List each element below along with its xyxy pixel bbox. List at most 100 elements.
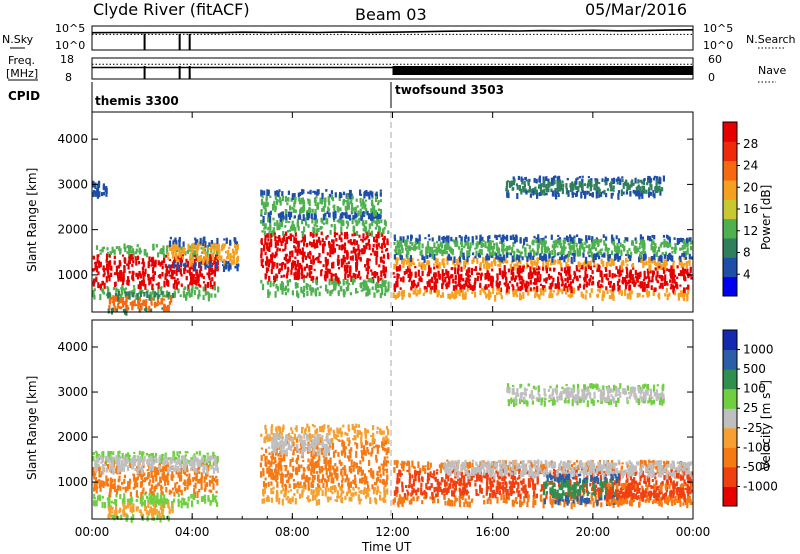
power-cell — [541, 246, 544, 250]
power-cell — [197, 242, 200, 246]
power-cell — [552, 290, 555, 293]
power-cell — [182, 290, 185, 298]
power-cell — [184, 262, 187, 268]
power-cell — [365, 283, 368, 291]
power-cell — [105, 253, 109, 261]
cpid-label: CPID — [8, 89, 40, 103]
power-cell — [633, 245, 636, 251]
velocity-cell — [149, 500, 153, 505]
power-cell — [666, 234, 669, 239]
power-cell — [321, 207, 324, 212]
velocity-cell — [187, 460, 190, 464]
power-cell — [120, 270, 123, 274]
power-cell — [312, 190, 315, 193]
velocity-cell — [136, 482, 139, 488]
power-cell — [476, 272, 479, 276]
power-cell — [424, 286, 427, 290]
power-cell — [173, 249, 176, 253]
power-cell — [286, 230, 290, 233]
power-cell — [650, 279, 653, 283]
power-cell — [511, 247, 514, 253]
velocity-cell — [185, 474, 188, 477]
velocity-cell — [315, 471, 319, 474]
power-cell — [108, 292, 111, 298]
power-cell — [337, 267, 341, 270]
velocity-cell — [109, 514, 112, 518]
velocity-cell — [159, 455, 162, 459]
power-cell — [377, 219, 380, 224]
power-cell — [117, 294, 120, 302]
power-cell — [136, 293, 139, 301]
power-cell — [402, 236, 405, 243]
power-cell — [586, 190, 589, 195]
velocity-cell — [113, 456, 116, 460]
power-cell — [137, 304, 140, 309]
power-cell — [270, 268, 273, 275]
power-cell — [287, 258, 290, 263]
power-cell — [368, 224, 371, 230]
power-cell — [670, 271, 673, 275]
power-cell — [344, 273, 347, 280]
power-cell — [209, 254, 212, 261]
power-cell — [357, 244, 360, 251]
power-cell — [302, 234, 305, 242]
power-cell — [464, 260, 467, 265]
power-cell — [301, 197, 304, 204]
power-cell — [585, 289, 588, 294]
power-cell — [565, 270, 568, 274]
power-cell — [494, 261, 497, 267]
power-colorbar-label: Power [dB] — [759, 185, 773, 250]
velocity-cell — [212, 467, 216, 474]
power-cell — [579, 251, 582, 256]
power-cell — [387, 287, 390, 291]
power-cell — [332, 261, 335, 269]
velocity-cell — [141, 495, 144, 501]
power-cell — [287, 236, 290, 240]
velocity-cell — [163, 455, 166, 459]
power-cell — [312, 231, 315, 237]
power-cell — [355, 266, 358, 272]
velocity-cell — [144, 506, 147, 511]
power-cell — [487, 241, 490, 247]
power-cell — [263, 190, 266, 196]
power-cell — [513, 252, 516, 259]
beam-title: Beam 03 — [355, 5, 427, 24]
power-cell — [347, 214, 350, 220]
power-cell — [491, 252, 494, 256]
power-cell — [296, 259, 299, 267]
power-cell — [561, 187, 564, 195]
power-cell — [200, 247, 203, 250]
power-cell — [468, 275, 472, 278]
power-cell — [355, 288, 358, 294]
power-cell — [656, 263, 659, 271]
power-cell — [95, 261, 98, 268]
power-cell — [294, 226, 297, 233]
power-cell — [374, 220, 377, 224]
power-cell — [99, 283, 103, 291]
power-cell — [206, 272, 209, 276]
power-cell — [278, 196, 282, 203]
power-cell — [511, 261, 514, 264]
power-cell — [350, 241, 353, 246]
power-cell — [560, 278, 563, 281]
power-cell — [345, 286, 348, 292]
power-cell — [394, 238, 397, 241]
power-cell — [367, 229, 370, 235]
power-cell — [494, 294, 497, 302]
power-cell — [375, 215, 378, 219]
power-cell — [593, 259, 596, 266]
power-cell — [380, 284, 383, 290]
velocity-cell — [95, 450, 98, 454]
power-cell — [378, 277, 381, 281]
power-cell — [683, 292, 686, 296]
power-cell — [180, 262, 183, 266]
power-cell — [328, 212, 331, 218]
power-cell — [603, 274, 606, 277]
power-cell — [398, 265, 401, 271]
velocity-cell — [124, 487, 127, 493]
power-cell — [342, 254, 345, 259]
power-cell — [316, 205, 319, 210]
power-cell — [193, 250, 196, 255]
power-cell — [293, 262, 296, 266]
power-cell — [268, 231, 271, 239]
